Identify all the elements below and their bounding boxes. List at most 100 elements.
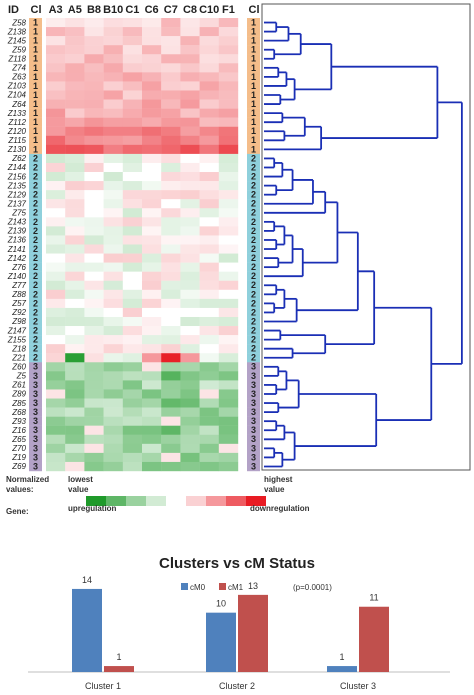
- heatmap-cell: [180, 235, 200, 245]
- heatmap-cell: [218, 262, 239, 272]
- heatmap-cell: [65, 335, 85, 345]
- heatmap-cell: [199, 27, 219, 37]
- heatmap-cell: [142, 162, 162, 173]
- heatmap-cell: [180, 90, 200, 100]
- heatmap-cell: [65, 434, 85, 445]
- heatmap-cell: [65, 126, 85, 136]
- heatmap-cell: [84, 226, 104, 236]
- heatmap-cell: [122, 262, 143, 272]
- heatmap-cell: [46, 253, 66, 263]
- heatmap-cell: [180, 380, 200, 390]
- heatmap-cell: [161, 344, 181, 354]
- color-scale-block: [146, 496, 166, 506]
- heatmap-cell: [65, 208, 85, 218]
- heatmap-cell: [199, 371, 219, 381]
- cluster-cell-left: [29, 172, 42, 182]
- cluster-number-left: 1: [33, 27, 38, 37]
- heatmap-cell: [218, 289, 239, 300]
- heatmap-cell: [122, 307, 143, 318]
- heatmap-cell: [180, 371, 200, 381]
- heatmap-cell: [180, 126, 200, 136]
- cluster-cell-right: [247, 461, 260, 472]
- heatmap-cell: [84, 425, 104, 435]
- cluster-cell-left: [29, 63, 42, 73]
- cluster-number-left: 3: [33, 434, 38, 444]
- cluster-cell-right: [247, 18, 260, 28]
- row-id-label: Z147: [7, 326, 27, 335]
- heatmap-cell: [65, 307, 85, 318]
- heatmap-cell: [142, 99, 162, 109]
- heatmap-cell: [199, 380, 219, 390]
- heatmap-cell: [65, 362, 85, 372]
- cluster-cell-left: [29, 353, 42, 363]
- cluster-cell-right: [247, 434, 260, 445]
- heatmap-cell: [65, 27, 85, 37]
- heatmap-cell: [180, 18, 200, 28]
- heatmap-cell: [161, 316, 181, 327]
- heatmap-cell: [218, 208, 239, 218]
- cluster-number-left: 2: [33, 244, 38, 254]
- heatmap-cell: [180, 425, 200, 435]
- row-id-label: Z145: [7, 36, 27, 45]
- row-id-label: Z115: [7, 136, 26, 145]
- heatmap-cell: [103, 36, 123, 46]
- heatmap-cell: [161, 172, 181, 182]
- heatmap-cell: [199, 434, 219, 445]
- row-id-label: Z64: [11, 100, 26, 109]
- heatmap-cell: [199, 45, 219, 55]
- column-header: B10: [103, 4, 123, 16]
- heatmap-cell: [161, 72, 181, 82]
- cluster-number-left: 3: [33, 452, 38, 462]
- heatmap-cell: [84, 362, 104, 372]
- category-labels: Cluster 1 Cluster 2 Cluster 3: [85, 681, 376, 691]
- heatmap-cell: [84, 434, 104, 445]
- cluster-cell-right: [247, 90, 260, 100]
- heatmap-cell: [122, 90, 143, 100]
- heatmap-cell: [199, 153, 219, 164]
- row-id-label: Z92: [11, 308, 26, 317]
- cluster-number-left: 3: [33, 416, 38, 426]
- heatmap-cell: [122, 425, 143, 435]
- heatmap-cell: [122, 54, 143, 64]
- heatmap-cell: [84, 117, 104, 127]
- heatmap-cell: [46, 208, 66, 218]
- heatmap-cell: [142, 362, 162, 372]
- heatmap-cell: [103, 226, 123, 236]
- cluster-number-right: 1: [251, 72, 256, 82]
- cluster-number-left: 2: [33, 217, 38, 227]
- row-id-label: Z142: [7, 254, 27, 263]
- heatmap-cell: [65, 117, 85, 127]
- heatmap-cell: [65, 461, 85, 472]
- heatmap-cell: [65, 181, 85, 191]
- heatmap-cell: [46, 407, 66, 417]
- heatmap-cell: [180, 353, 200, 363]
- heatmap-cell: [122, 153, 143, 164]
- row-id-label: Z5: [16, 372, 27, 381]
- heatmap-cell: [65, 172, 85, 182]
- heatmap-cell: [161, 27, 181, 37]
- row-id-label: Z85: [11, 399, 26, 408]
- heatmap-cell: [84, 443, 104, 454]
- heatmap-cell: [161, 144, 181, 155]
- heatmap-cell: [161, 235, 181, 245]
- heatmap-cell: [142, 172, 162, 182]
- heatmap-cell: [103, 63, 123, 73]
- heatmap-cell: [199, 126, 219, 136]
- heatmap-cell: [122, 326, 143, 336]
- heatmap-cell: [142, 126, 162, 136]
- heatmap-cell: [218, 81, 239, 91]
- heatmap-cell: [65, 425, 85, 435]
- heatmap-cell: [199, 452, 219, 463]
- heatmap-cell: [65, 407, 85, 417]
- cluster-cell-left: [29, 199, 42, 209]
- heatmap-cell: [142, 380, 162, 390]
- cluster-number-right: 2: [251, 208, 256, 218]
- heatmap-cell: [103, 362, 123, 372]
- heatmap-cell: [84, 461, 104, 472]
- heatmap-cell: [122, 126, 143, 136]
- heatmap-cell: [142, 353, 162, 363]
- heatmap-cell: [142, 262, 162, 272]
- heatmap-cell: [180, 199, 200, 209]
- heatmap-cell: [161, 362, 181, 372]
- heatmap-cell: [65, 199, 85, 209]
